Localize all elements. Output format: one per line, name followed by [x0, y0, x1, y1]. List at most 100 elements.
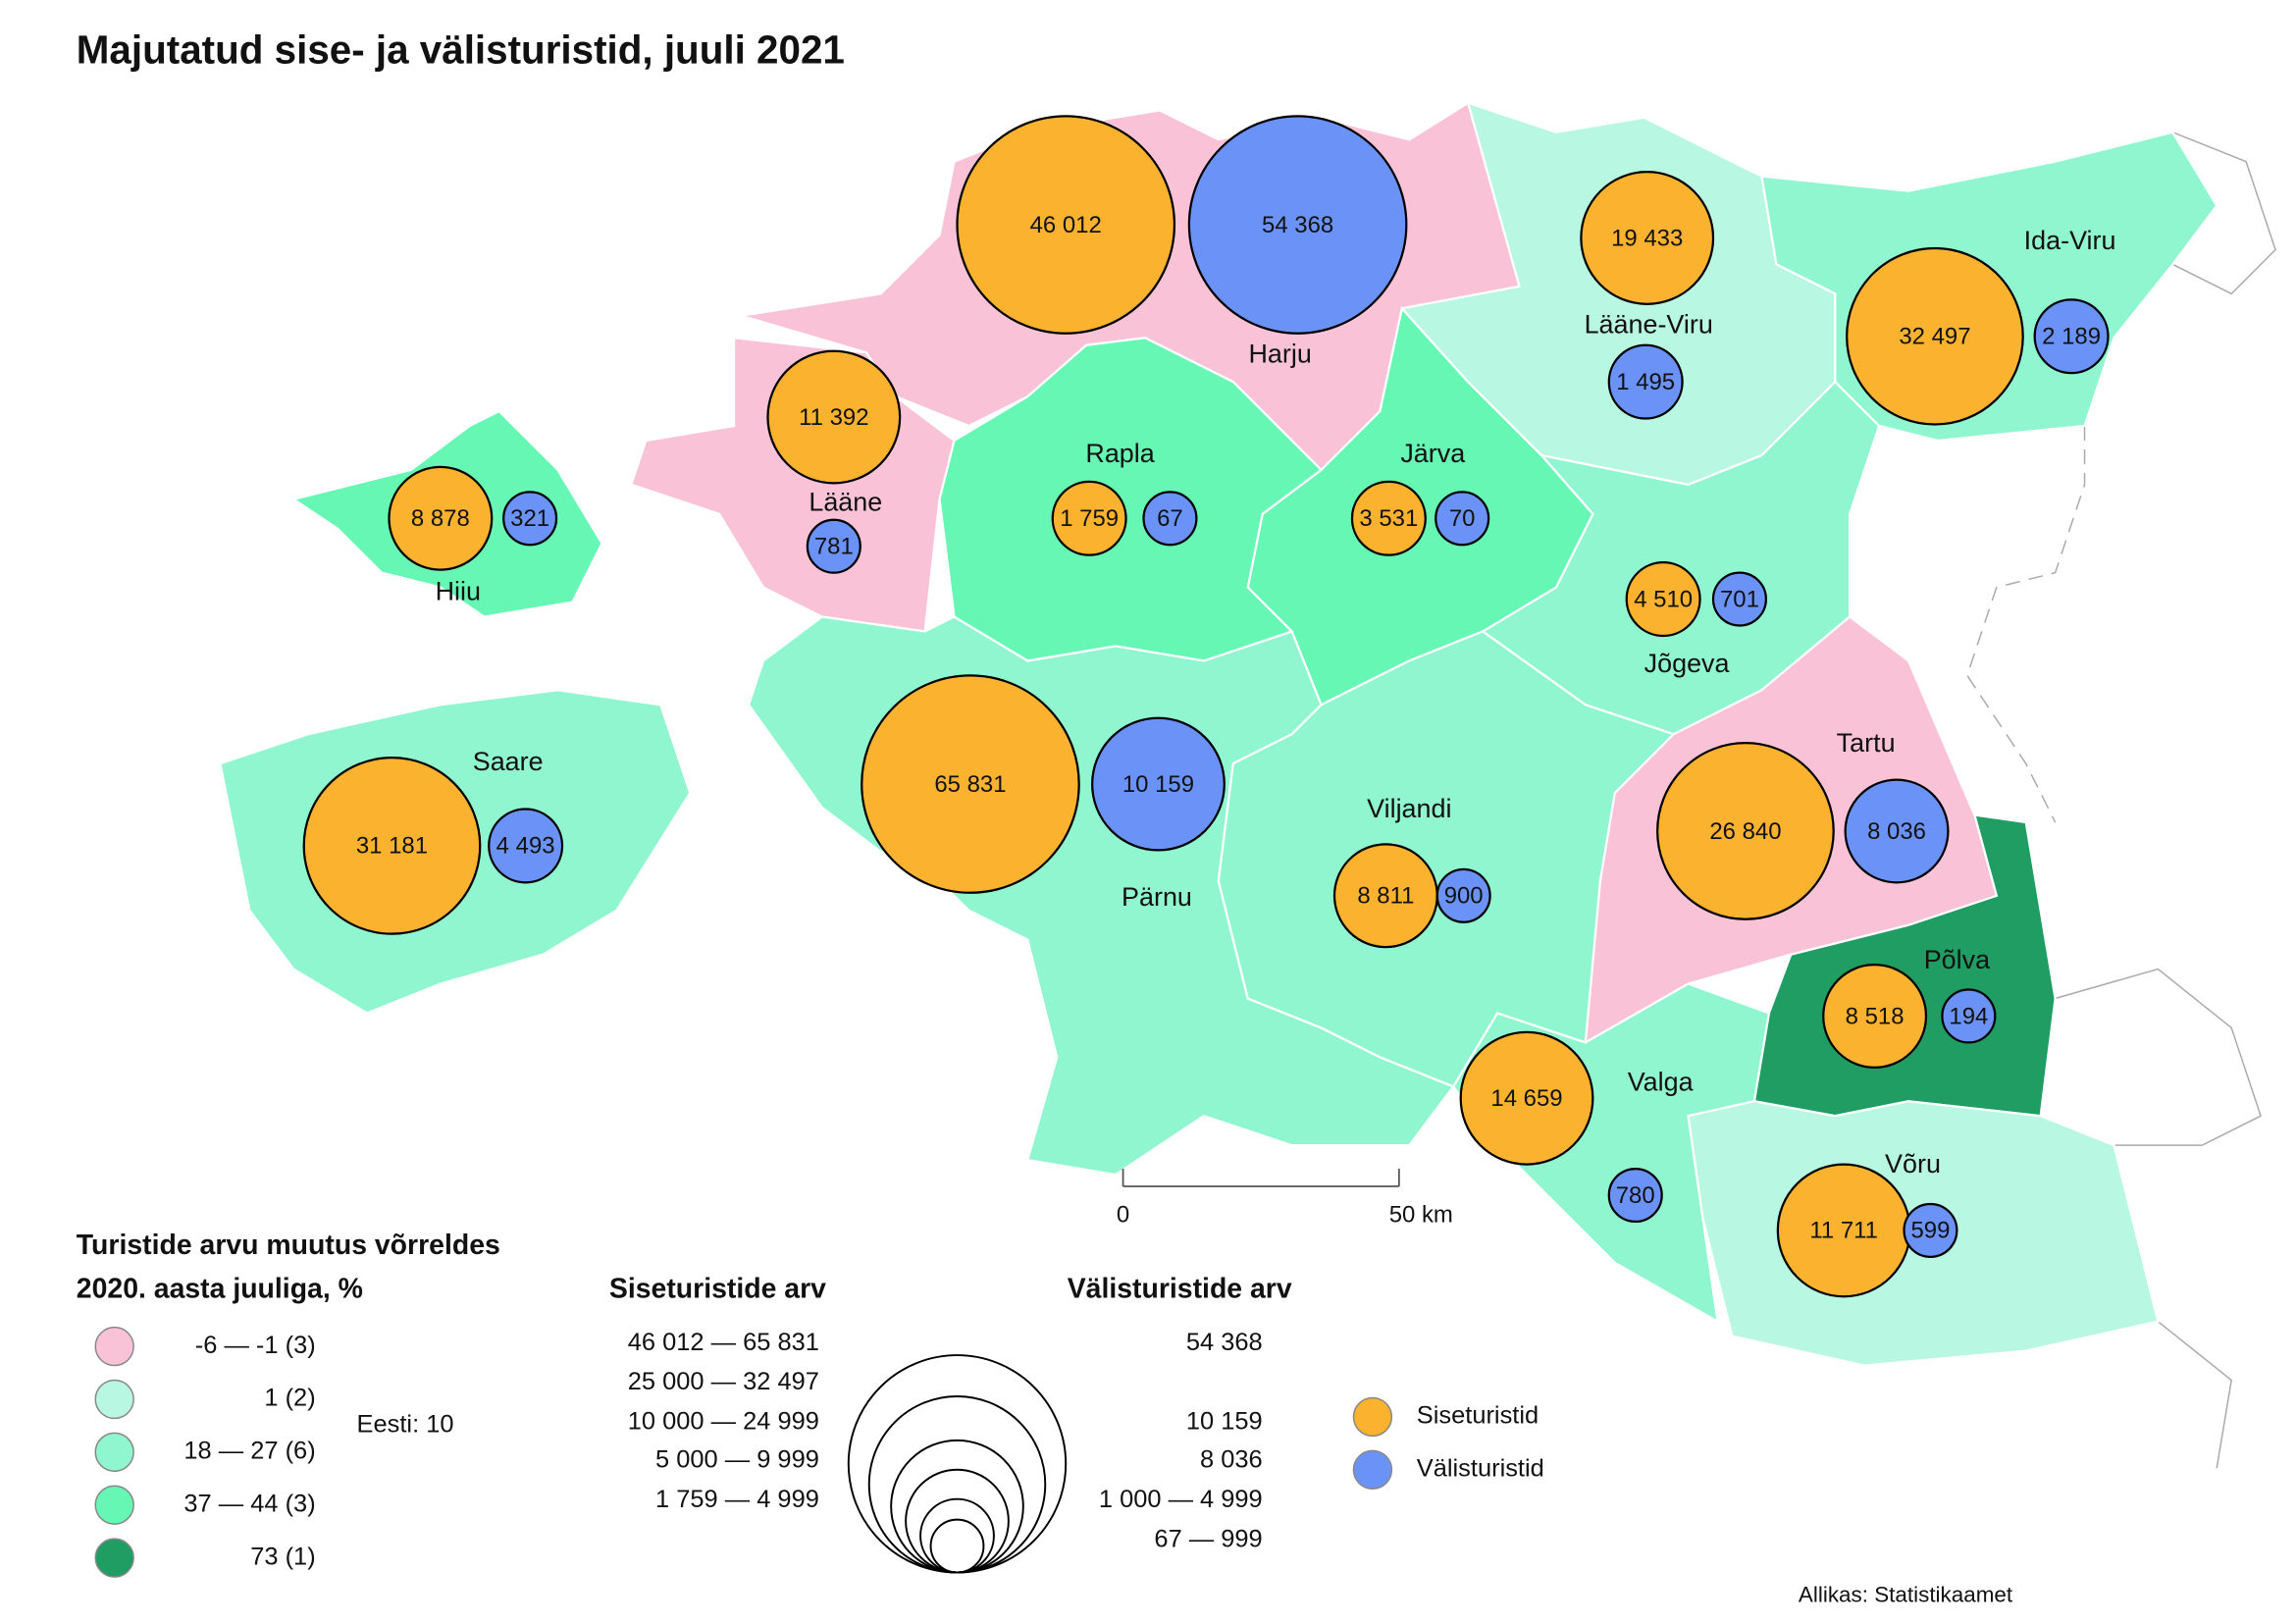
domestic-bubble	[1580, 171, 1715, 305]
foreign-bubble	[1142, 491, 1198, 547]
bubble-label: 70	[1449, 505, 1476, 532]
county-name: Lääne	[809, 487, 882, 516]
legend-size-circle	[847, 1354, 1068, 1574]
bubble-label: 19 433	[1611, 225, 1683, 251]
legend-size-circle	[905, 1468, 1010, 1574]
bubble-label: 46 012	[1030, 212, 1102, 238]
legend-swatch	[94, 1326, 134, 1367]
foreign-bubble	[1435, 867, 1491, 923]
domestic-bubble	[861, 674, 1080, 894]
legend-label: 1 (2)	[264, 1385, 315, 1412]
legend-note: Eesti: 10	[357, 1411, 454, 1439]
legend-title: 2020. aasta juuliga, %	[77, 1274, 363, 1305]
legend-label: 1 000 — 4 999	[1099, 1486, 1263, 1513]
county-name: Põlva	[1924, 945, 1990, 974]
legend-swatch	[94, 1379, 134, 1420]
domestic-bubble	[1822, 963, 1928, 1069]
legend-label: Välisturistid	[1417, 1455, 1544, 1483]
legend-label: 46 012 — 65 831	[628, 1329, 819, 1356]
domestic-bubble	[1625, 561, 1701, 638]
county-name: Hiiu	[436, 577, 481, 606]
bubble-label: 900	[1444, 883, 1484, 910]
domestic-bubble	[1350, 480, 1427, 556]
legend-label: 10 159	[1186, 1408, 1263, 1436]
domestic-bubble	[1846, 246, 2024, 426]
foreign-bubble	[1903, 1202, 1958, 1258]
county-name: Ida-Viru	[2024, 226, 2116, 255]
foreign-bubble	[1435, 491, 1490, 547]
county-name: Rapla	[1085, 439, 1154, 468]
legend-label: 8 036	[1200, 1446, 1263, 1474]
legend-symbol	[1352, 1396, 1393, 1438]
legend-symbol	[1352, 1449, 1393, 1490]
county-name: Lääne-Viru	[1585, 309, 1713, 339]
bubble-label: 67	[1157, 505, 1183, 532]
bubble-label: 321	[510, 505, 549, 532]
legend-title: Välisturistide arv	[1068, 1274, 1292, 1305]
legend-size-circle	[919, 1497, 995, 1574]
foreign-bubble	[1607, 1167, 1663, 1224]
bubble-label: 8 518	[1846, 1003, 1905, 1029]
legend-title: Turistide arvu muutus võrreldes	[77, 1230, 500, 1261]
legend-label: 10 000 — 24 999	[628, 1408, 819, 1436]
county-name: Tartu	[1837, 728, 1896, 758]
domestic-bubble	[956, 115, 1176, 335]
title: Majutatud sise- ja välisturistid, juuli …	[77, 27, 845, 73]
legend-title: Siseturistide arv	[609, 1274, 826, 1305]
legend-swatch	[94, 1538, 134, 1578]
legend-label: 54 368	[1186, 1329, 1263, 1356]
bubble-label: 32 497	[1899, 324, 1970, 350]
legend-label: Siseturistid	[1417, 1402, 1539, 1430]
bubble-label: 2 189	[2042, 324, 2101, 350]
county-name: Võru	[1885, 1149, 1941, 1179]
bubble-label: 26 840	[1709, 818, 1781, 845]
scale-bar	[1122, 1169, 1400, 1187]
county-area	[938, 337, 1324, 662]
domestic-bubble	[302, 757, 482, 935]
domestic-bubble	[766, 349, 902, 485]
bubble-label: 8 878	[411, 505, 470, 532]
foreign-bubble	[488, 808, 564, 884]
bubble-label: 3 531	[1359, 505, 1418, 532]
legend-swatch	[94, 1432, 134, 1473]
foreign-bubble	[1711, 571, 1768, 627]
bubble-label: 14 659	[1490, 1085, 1562, 1112]
source: Allikas: Statistikaamet	[1799, 1582, 2013, 1606]
foreign-bubble	[1091, 716, 1226, 852]
bubble-label: 1 759	[1060, 505, 1119, 532]
legend-label: 67 — 999	[1154, 1525, 1262, 1552]
bubble-label: 701	[1720, 586, 1759, 612]
county-name: Järva	[1400, 439, 1465, 468]
legend-size-circle	[929, 1518, 985, 1574]
legend-label: 73 (1)	[250, 1543, 315, 1570]
county-name: Valga	[1628, 1067, 1694, 1096]
bubble-label: 11 711	[1809, 1218, 1878, 1244]
domestic-bubble	[1051, 480, 1127, 556]
bubble-label: 54 368	[1262, 212, 1333, 238]
legend-label: 37 — 44 (3)	[183, 1490, 315, 1517]
foreign-bubble	[2033, 298, 2110, 375]
county-name: Jõgeva	[1644, 649, 1730, 678]
bubble-label: 11 392	[799, 404, 868, 431]
labels: Harju 46 012 54 368 Hiiu 8 878 321 Ida-Viru 32 …	[77, 115, 2116, 1606]
foreign-bubble	[502, 491, 558, 547]
legend-swatch	[94, 1485, 134, 1525]
bubble-label: 4 510	[1634, 586, 1693, 612]
domestic-bubble	[1656, 742, 1835, 920]
legend-size-circle	[890, 1439, 1024, 1574]
legend-label: 25 000 — 32 497	[628, 1368, 819, 1395]
bubble-label: 8 036	[1867, 818, 1926, 845]
background-lines	[1966, 131, 2276, 1469]
county-name: Viljandi	[1367, 794, 1451, 823]
foreign-bubble	[1941, 988, 1997, 1044]
scale-label: 50 km	[1389, 1201, 1453, 1228]
bubble-label: 4 493	[496, 833, 555, 860]
bubble-label: 31 181	[356, 833, 428, 860]
legend-label: 5 000 — 9 999	[655, 1446, 819, 1474]
foreign-bubble	[1844, 778, 1950, 884]
domestic-bubble	[388, 465, 494, 571]
foreign-bubble	[806, 518, 861, 574]
bubble-label: 599	[1910, 1218, 1950, 1244]
bubble-label: 1 495	[1616, 369, 1675, 395]
